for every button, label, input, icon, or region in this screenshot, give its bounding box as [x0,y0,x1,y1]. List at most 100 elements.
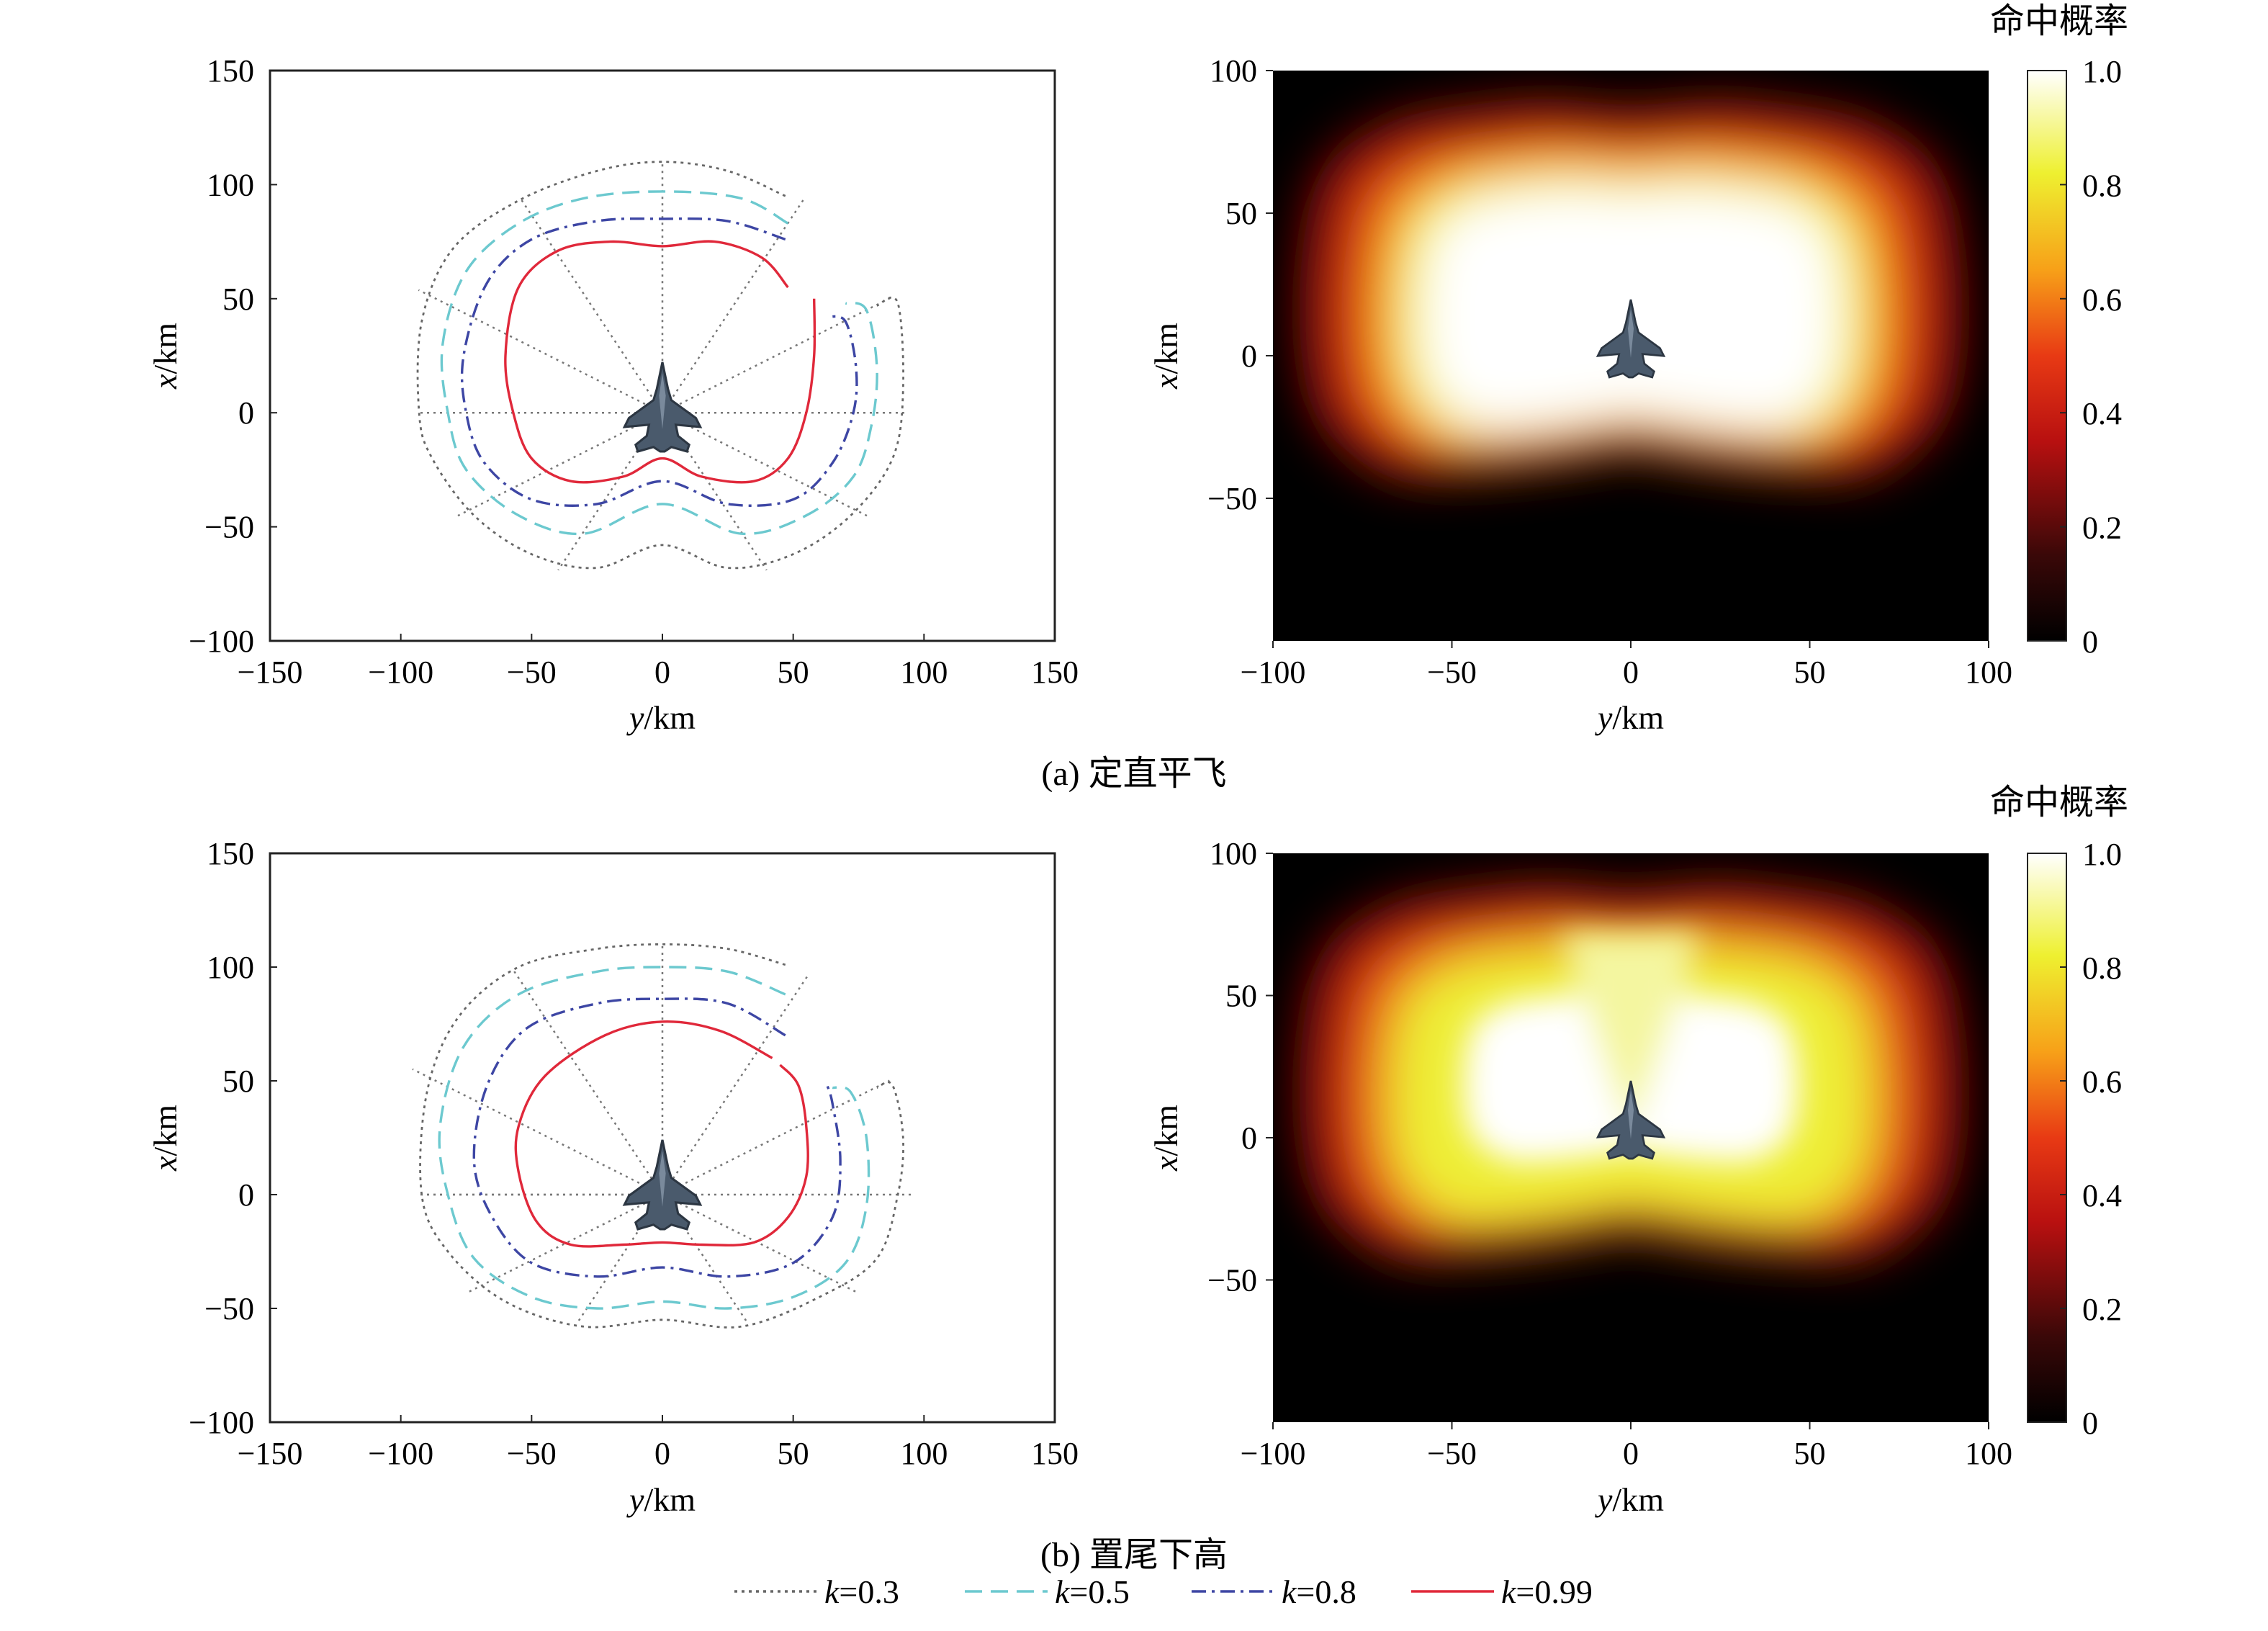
grid-ray [412,1068,663,1196]
y-tick-label: −50 [204,510,254,545]
x-axis-label: y/km [1595,1481,1664,1518]
colorbar-ticks: 0 0.2 0.4 0.6 0.8 1.0 [2060,837,2122,1441]
legend-item: k=0.3 [734,1573,899,1610]
x-tick-label: −100 [368,1436,433,1471]
y-tick-label: 50 [222,282,254,317]
colorbar-tick-label: 0.4 [2082,396,2122,431]
colorbar-tick-label: 0.6 [2082,1064,2122,1100]
series-group [416,161,904,570]
x-tick-label: 100 [1965,655,2012,690]
colorbar-ticks: 0 0.2 0.4 0.6 0.8 1.0 [2060,54,2122,660]
y-tick-label: 150 [207,53,254,89]
x-axis-label: y/km [626,1481,696,1518]
series-line [416,161,904,570]
y-tick-label: 50 [222,1064,254,1099]
series-line [440,190,878,536]
y-axis-label: x/km [147,323,184,390]
axis-ticks: −100 −50 0 50 100 −50 0 50 100 [1207,836,2012,1471]
chart-b-heatmap: −100 −50 0 50 100 −50 0 50 100 y/km x/km 0 0.2 0.4… [1148,783,2128,1518]
grid-ray [661,197,806,413]
y-tick-label: −100 [189,624,254,659]
legend-item: k=0.99 [1411,1573,1593,1610]
colorbar-tick-label: 1.0 [2082,837,2122,872]
y-tick-label: −50 [204,1291,254,1326]
y-axis-label: x/km [1148,323,1184,390]
plot-frame [269,69,1056,642]
legend-label: k=0.5 [1055,1573,1130,1610]
grid-ray [418,289,663,414]
x-tick-label: 50 [1794,655,1826,690]
radial-grid [412,942,912,1324]
grid-ray [519,197,664,413]
series-line [504,240,816,484]
y-tick-label: 0 [1241,1120,1257,1156]
x-tick-label: 50 [1794,1436,1826,1471]
colorbar-tick-label: 0.8 [2082,168,2122,203]
colorbar [2027,70,2067,642]
series-line [514,1020,809,1248]
y-tick-label: 0 [1241,338,1257,374]
y-tick-label: −100 [189,1405,254,1440]
colorbar-tick-label: 0.2 [2082,1292,2122,1327]
x-tick-label: −100 [1241,655,1306,690]
colorbar-tick-label: 1.0 [2082,54,2122,89]
x-axis-label: y/km [626,699,696,736]
series-group [419,943,904,1329]
colorbar-tick-label: 0.8 [2082,951,2122,986]
legend-label: k=0.3 [824,1573,899,1610]
x-tick-label: −150 [238,1436,303,1471]
legend: k=0.3 k=0.5 k=0.8 k=0.99 [734,1573,1593,1610]
x-tick-label: 150 [1031,1436,1079,1471]
colorbar-title: 命中概率 [1990,2,2128,40]
grid-ray [661,974,809,1195]
chart-a-heatmap: −100 −50 0 50 100 −50 0 50 100 y/km x/km 0 0.2 0.4… [1148,2,2128,736]
y-tick-label: 100 [1210,836,1257,871]
legend-item: k=0.8 [1192,1573,1356,1610]
colorbar-title: 命中概率 [1990,783,2128,822]
series-line [460,217,858,507]
x-tick-label: −50 [507,655,557,690]
series-line [472,997,842,1278]
y-tick-label: 50 [1225,979,1257,1014]
plot-frame [269,852,1056,1424]
y-tick-label: −50 [1207,1263,1257,1298]
x-tick-label: 150 [1031,655,1079,690]
x-axis-label: y/km [1595,699,1664,736]
y-tick-label: 0 [238,395,254,431]
y-axis-label: x/km [1148,1105,1184,1172]
axis-ticks: −100 −50 0 50 100 −50 0 50 100 [1207,53,2012,690]
legend-item: k=0.5 [965,1573,1130,1610]
x-tick-label: 0 [654,655,670,690]
y-tick-label: −50 [1207,481,1257,516]
heat-tail-fan [1559,933,1703,1138]
x-tick-label: 0 [1623,655,1639,690]
series-line [438,966,870,1310]
x-tick-label: −150 [238,655,303,690]
x-tick-label: −50 [1427,655,1477,690]
x-tick-label: 50 [778,655,809,690]
grid-ray [662,1193,860,1295]
colorbar-tick-label: 0 [2082,624,2098,660]
legend-label: k=0.8 [1282,1573,1356,1610]
radial-grid [418,161,905,571]
y-tick-label: 0 [238,1177,254,1213]
grid-ray [661,412,768,571]
y-tick-label: 100 [207,167,254,202]
x-tick-label: 0 [1623,1436,1639,1471]
heatmap-field [1300,884,1961,1260]
x-tick-label: 50 [778,1436,809,1471]
colorbar-tick-label: 0.6 [2082,282,2122,318]
grid-ray [662,295,894,414]
grid-ray [557,412,664,571]
colorbar-tick-label: 0 [2082,1406,2098,1441]
x-tick-label: 0 [654,1436,670,1471]
x-tick-label: −50 [507,1436,557,1471]
y-tick-label: 100 [207,950,254,985]
y-tick-label: 50 [1225,196,1257,231]
x-tick-label: −100 [368,655,433,690]
